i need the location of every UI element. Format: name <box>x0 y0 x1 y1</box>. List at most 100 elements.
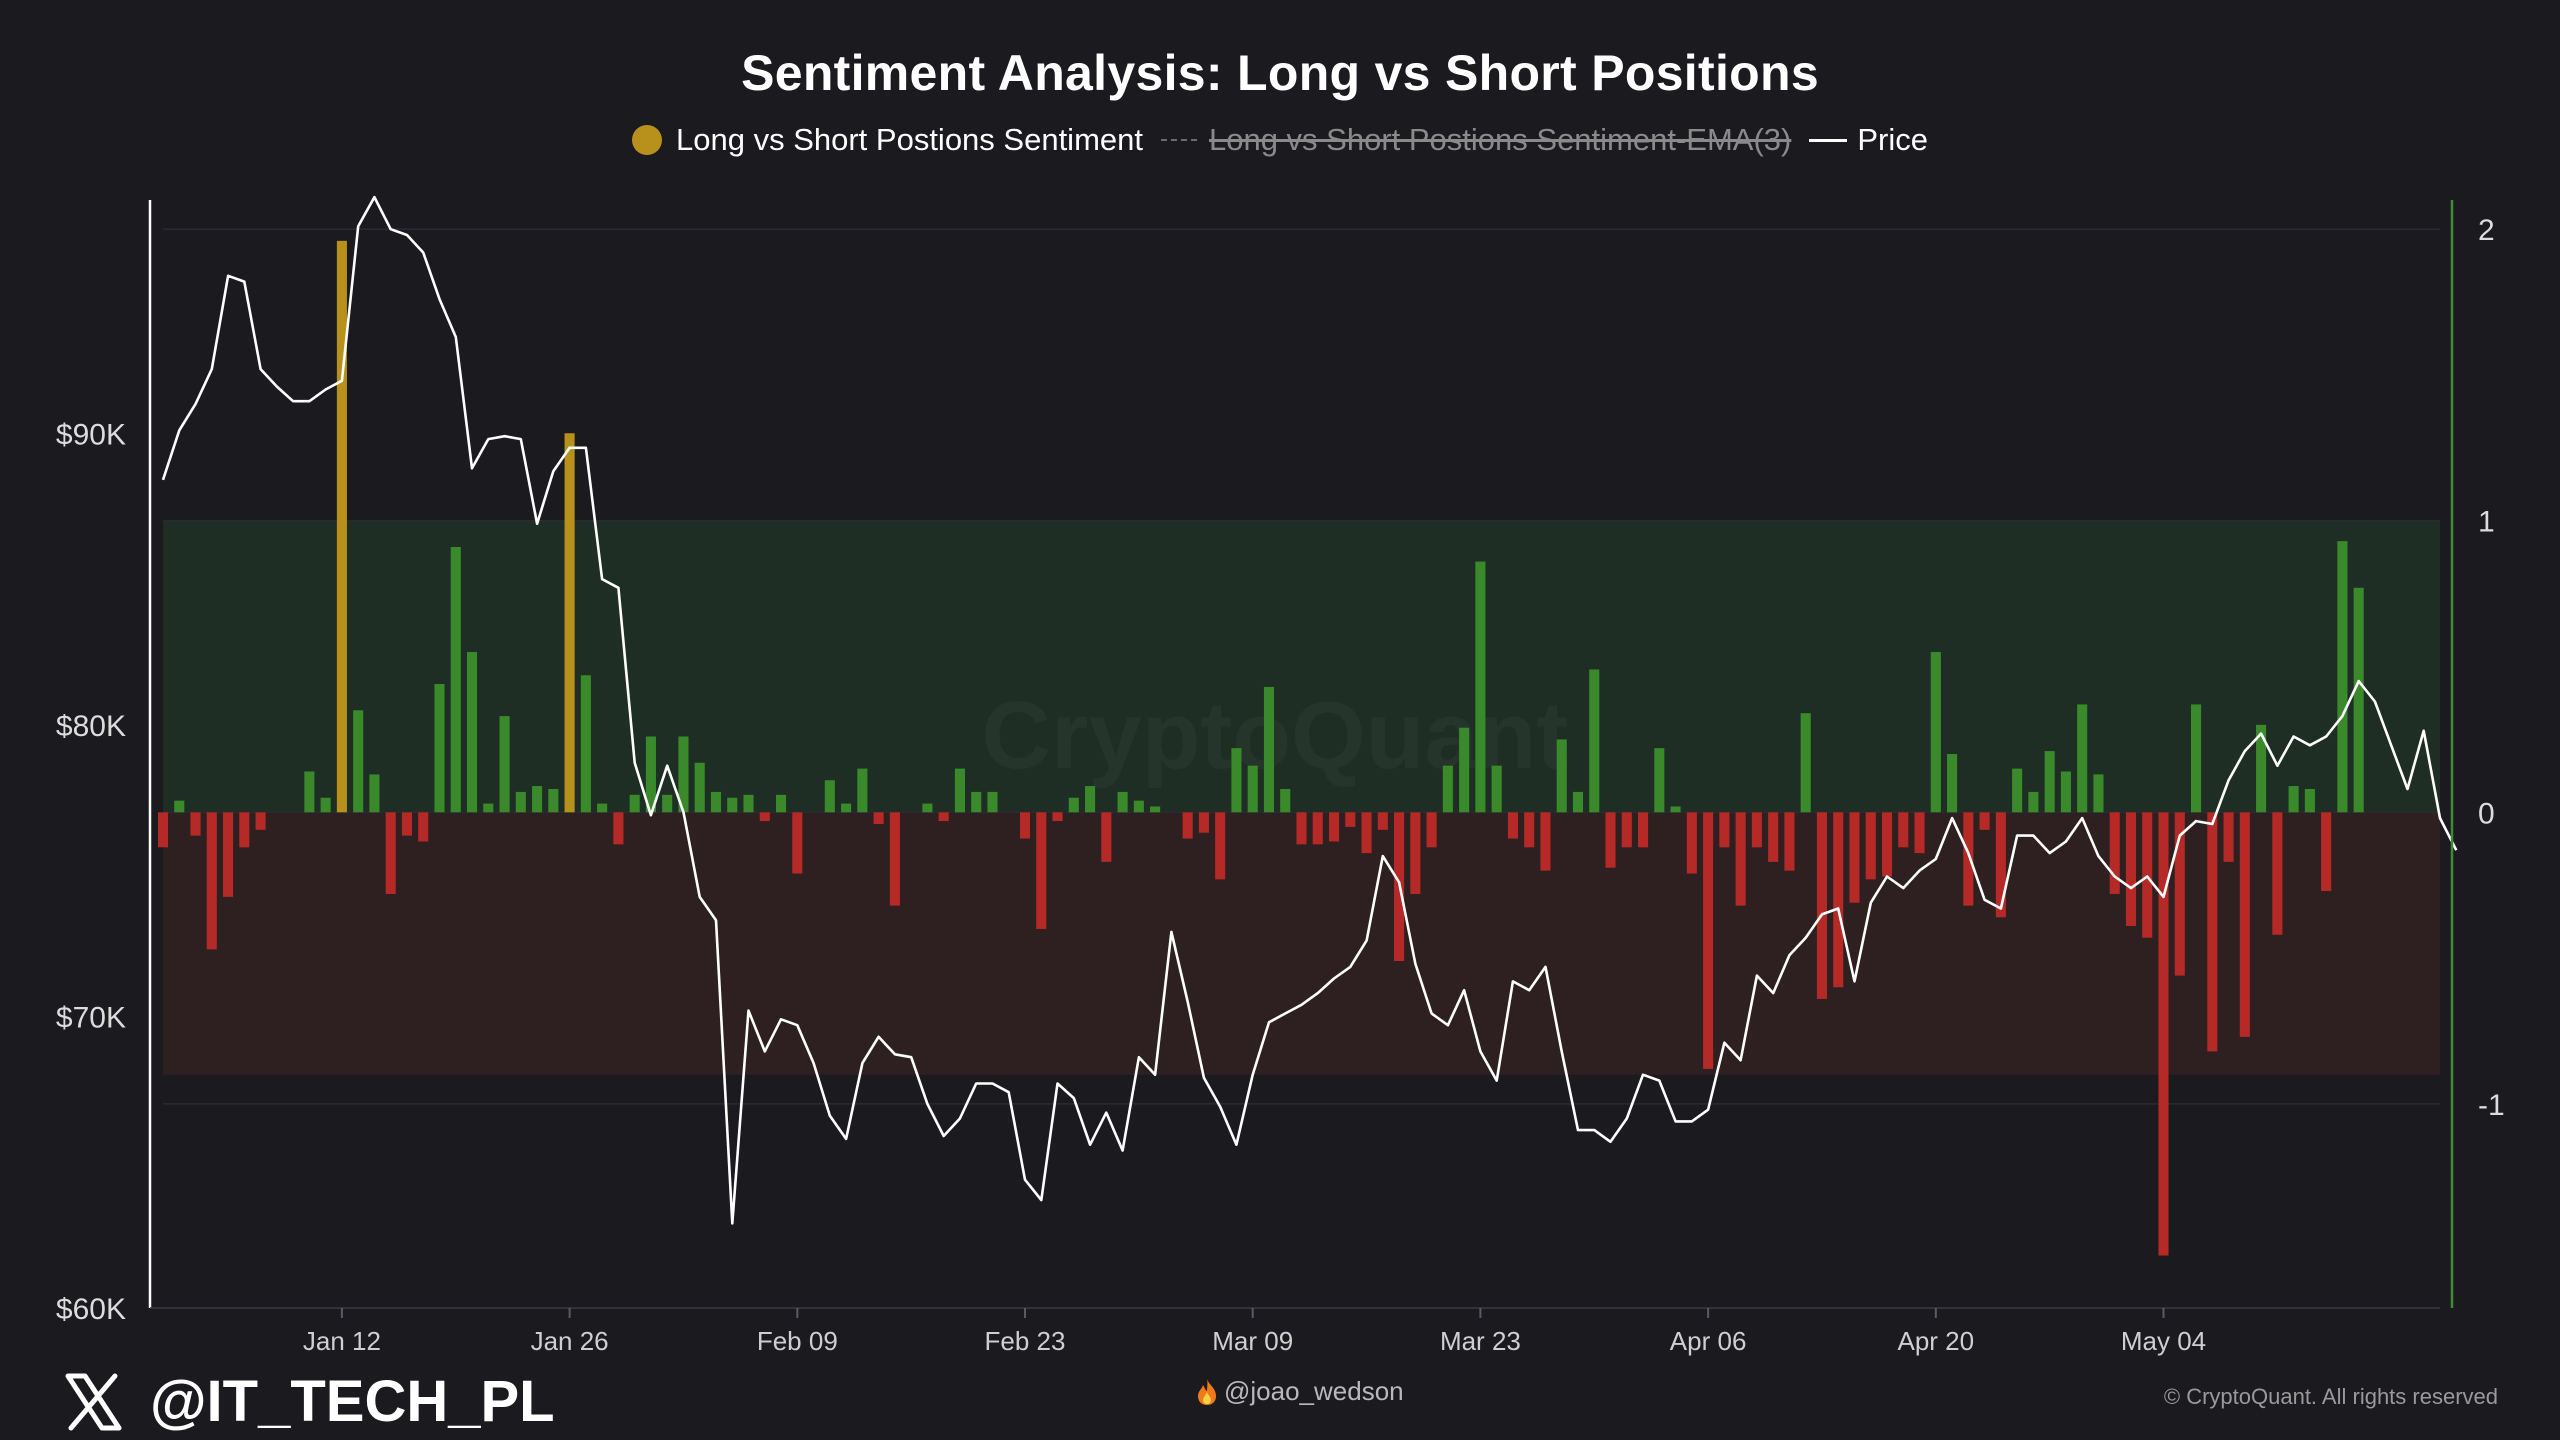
x-tick-label: Feb 09 <box>757 1326 838 1356</box>
sentiment-bar <box>1215 812 1226 880</box>
sentiment-bar <box>613 812 624 845</box>
sentiment-bar <box>1784 812 1795 871</box>
sentiment-bar <box>1459 727 1470 813</box>
sentiment-bar <box>1312 812 1323 845</box>
sentiment-bar <box>336 240 347 813</box>
sentiment-bar <box>2012 768 2023 813</box>
sentiment-bar <box>174 800 185 813</box>
brand: @IT_TECH_PL <box>64 1368 555 1435</box>
sentiment-bar <box>922 803 933 813</box>
sentiment-bar <box>1182 812 1193 839</box>
sentiment-bar <box>759 812 770 822</box>
sentiment-bar <box>1068 797 1079 813</box>
y-left-tick-label: $90K <box>56 418 126 451</box>
sentiment-bar <box>2223 812 2234 862</box>
sentiment-bar <box>532 786 543 813</box>
sentiment-bar <box>369 774 380 813</box>
sentiment-bar <box>1150 806 1161 813</box>
sentiment-bars <box>157 240 2364 1256</box>
sentiment-bar <box>1019 812 1031 839</box>
sentiment-bar <box>483 803 494 813</box>
x-tick-label: Mar 23 <box>1440 1326 1521 1356</box>
sentiment-bar <box>2321 812 2332 892</box>
y-right-tick-label: -1 <box>2478 1089 2505 1122</box>
sentiment-bar <box>1475 561 1486 813</box>
sentiment-bar <box>971 791 982 813</box>
sentiment-bar <box>385 812 396 894</box>
sentiment-bar <box>1572 791 1584 813</box>
axes: $90K $80K $70K $60K 2 1 0 -1 Jan 12 Jan 26 Feb 09 F… <box>56 200 2505 1356</box>
sentiment-bar <box>466 651 478 813</box>
legend-dot-icon <box>632 125 662 155</box>
sentiment-bar <box>1361 812 1372 854</box>
x-tick-label: Jan 26 <box>531 1326 609 1356</box>
sentiment-bar <box>1621 812 1632 848</box>
sentiment-bar <box>1052 812 1063 822</box>
sentiment-bar <box>1231 748 1242 813</box>
chart-title: Sentiment Analysis: Long vs Short Positi… <box>741 45 1819 101</box>
sentiment-bar <box>190 812 201 836</box>
credit-text: @joao_wedson <box>1224 1376 1404 1406</box>
sentiment-bar <box>206 812 217 950</box>
sentiment-bar <box>2207 812 2218 1052</box>
sentiment-bar <box>645 736 656 813</box>
legend: Long vs Short Postions Sentiment Long vs… <box>0 122 2560 158</box>
sentiment-bar <box>987 791 998 813</box>
legend-item-sentiment[interactable]: Long vs Short Postions Sentiment <box>632 122 1143 158</box>
price-line-layer <box>161 195 2458 1225</box>
x-tick-label: Apr 06 <box>1670 1326 1747 1356</box>
sentiment-bar <box>1686 812 1697 874</box>
sentiment-bar <box>1524 812 1535 848</box>
x-tick-label: Apr 20 <box>1898 1326 1975 1356</box>
sentiment-bar <box>1426 812 1437 848</box>
legend-line-icon <box>1809 138 1848 142</box>
sentiment-bar <box>450 546 461 813</box>
sentiment-bar <box>1263 686 1275 813</box>
sentiment-bar <box>1816 812 1827 999</box>
sentiment-bar <box>239 812 250 848</box>
sentiment-bar <box>1605 812 1616 868</box>
sentiment-bar <box>1995 812 2006 918</box>
sentiment-bar <box>255 812 266 830</box>
sentiment-bar <box>2060 771 2071 813</box>
sentiment-bar <box>1491 765 1502 813</box>
sentiment-bar <box>629 794 640 813</box>
sentiment-bar <box>2125 812 2137 927</box>
legend-label: Long vs Short Postions Sentiment <box>676 122 1143 157</box>
brand-handle: @IT_TECH_PL <box>150 1369 555 1434</box>
sentiment-bar <box>662 794 673 813</box>
sentiment-bar <box>1133 800 1144 813</box>
positive-zone <box>163 520 2440 813</box>
sentiment-bar <box>792 812 803 874</box>
y-left-tick-label: $60K <box>56 1293 126 1326</box>
sentiment-bar <box>2093 774 2104 813</box>
sentiment-bar <box>1638 812 1649 848</box>
sentiment-bar <box>1198 812 1209 833</box>
sentiment-bar <box>2174 812 2185 976</box>
sentiment-bar <box>2028 791 2039 813</box>
sentiment-bar <box>1719 812 1730 848</box>
sentiment-bar <box>1247 765 1258 813</box>
sentiment-bar <box>304 771 315 813</box>
x-logo-icon <box>65 1373 122 1430</box>
legend-item-ema[interactable]: Long vs Short Postions Sentiment-EMA(3) <box>1160 122 1791 158</box>
sentiment-bar <box>2158 812 2169 1256</box>
fire-icon <box>1198 1378 1216 1405</box>
x-tick-label: Feb 23 <box>985 1326 1066 1356</box>
sentiment-bar <box>1280 788 1291 813</box>
sentiment-bar <box>1410 812 1421 894</box>
sentiment-bar <box>418 812 429 842</box>
sentiment-bar <box>1865 812 1876 880</box>
sentiment-bar <box>1963 812 1974 906</box>
sentiment-bar <box>1800 713 1811 813</box>
legend-item-price[interactable]: Price <box>1809 122 1928 158</box>
sentiment-bar <box>597 803 608 813</box>
sentiment-bar <box>2256 724 2267 813</box>
sentiment-bar <box>2304 788 2315 813</box>
sentiment-bar <box>857 768 868 813</box>
y-right-tick-label: 0 <box>2478 797 2495 830</box>
sentiment-bar <box>938 812 949 822</box>
sentiment-bar <box>694 762 705 813</box>
sentiment-bar <box>2337 541 2348 813</box>
